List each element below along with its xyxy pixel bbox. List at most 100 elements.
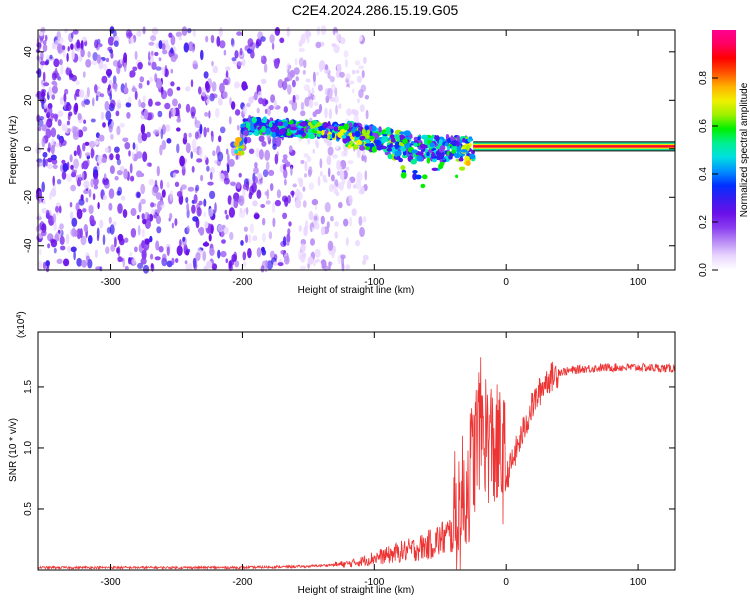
noise-speckle — [242, 105, 247, 115]
signal-blob — [465, 160, 471, 167]
noise-speckle — [123, 61, 127, 72]
noise-speckle — [97, 154, 104, 165]
noise-speckle — [113, 40, 119, 47]
noise-speckle — [225, 214, 229, 220]
noise-speckle — [293, 67, 300, 75]
noise-speckle — [320, 259, 327, 269]
noise-speckle — [334, 231, 338, 239]
noise-speckle — [338, 201, 343, 209]
noise-speckle — [55, 206, 59, 213]
noise-speckle — [37, 212, 41, 219]
noise-speckle — [117, 245, 121, 257]
noise-speckle — [157, 110, 163, 118]
noise-speckle — [124, 142, 131, 150]
noise-speckle — [331, 43, 337, 48]
noise-speckle — [84, 99, 91, 105]
noise-speckle — [362, 259, 367, 265]
noise-speckle — [70, 43, 74, 50]
noise-speckle — [60, 245, 66, 251]
noise-speckle — [254, 162, 258, 168]
noise-speckle — [364, 95, 370, 100]
noise-speckle — [137, 132, 143, 144]
noise-speckle — [48, 86, 52, 97]
noise-speckle — [242, 183, 249, 190]
colorbar-tick-label: 0.4 — [698, 167, 709, 181]
noise-speckle — [63, 258, 70, 267]
noise-speckle — [196, 158, 203, 163]
noise-speckle — [343, 50, 349, 58]
noise-speckle — [170, 68, 174, 74]
noise-speckle — [260, 78, 267, 84]
noise-speckle — [69, 154, 73, 163]
noise-speckle — [92, 97, 95, 107]
noise-speckle — [162, 253, 167, 262]
signal-blob — [431, 167, 439, 171]
noise-speckle — [320, 215, 325, 225]
noise-speckle — [69, 201, 73, 208]
snr-panel: -300 -200 -100 0 100 0.5 1.0 1.5 (x104) Height … — [8, 311, 676, 596]
noise-speckle — [284, 255, 290, 265]
signal-blob — [359, 145, 366, 151]
noise-speckle — [93, 172, 98, 180]
signal-blob — [299, 122, 306, 127]
noise-speckle — [228, 158, 235, 167]
noise-speckle — [225, 258, 229, 264]
signal-blob — [451, 145, 458, 151]
noise-speckle — [351, 88, 355, 94]
noise-speckle — [170, 81, 175, 87]
noise-speckle — [286, 62, 291, 74]
signal-blob — [400, 148, 406, 152]
noise-speckle — [240, 240, 244, 246]
noise-speckle — [333, 95, 339, 104]
noise-speckle — [142, 151, 148, 162]
noise-speckle — [68, 111, 73, 117]
noise-speckle — [93, 185, 99, 190]
noise-speckle — [39, 248, 42, 256]
signal-blob — [234, 149, 238, 154]
noise-speckle — [148, 51, 151, 62]
noise-speckle — [355, 69, 360, 74]
noise-speckle — [234, 260, 240, 268]
noise-speckle — [241, 81, 248, 91]
noise-speckle — [329, 76, 335, 83]
signal-blob — [353, 122, 358, 128]
noise-speckle — [326, 155, 332, 166]
noise-speckle — [257, 91, 262, 99]
noise-speckle — [156, 226, 162, 234]
noise-speckle — [138, 202, 142, 213]
noise-speckle — [287, 84, 292, 95]
y-tick-label: 0 — [23, 146, 34, 152]
signal-blob — [439, 147, 444, 153]
signal-blob — [459, 166, 466, 171]
noise-speckle — [236, 124, 240, 131]
noise-speckle — [320, 226, 326, 236]
signal-blob — [454, 153, 461, 159]
noise-speckle — [308, 98, 314, 109]
noise-speckle — [358, 216, 363, 226]
noise-speckle — [60, 139, 67, 146]
noise-speckle — [324, 107, 328, 119]
noise-speckle — [234, 109, 241, 116]
noise-speckle — [136, 30, 142, 37]
noise-speckle — [104, 100, 110, 111]
noise-speckle — [310, 238, 315, 246]
noise-speckle — [124, 237, 129, 243]
noise-speckle — [169, 190, 173, 202]
noise-speckle — [233, 198, 239, 209]
noise-speckle — [238, 172, 242, 178]
noise-speckle — [177, 103, 182, 110]
noise-speckle — [216, 36, 221, 47]
noise-speckle — [81, 36, 87, 43]
noise-speckle — [239, 210, 246, 219]
noise-speckle — [230, 198, 234, 209]
noise-speckle — [196, 207, 202, 217]
noise-speckle — [162, 49, 168, 55]
snr-line-series — [37, 357, 676, 571]
y-tick-label: -40 — [23, 238, 34, 253]
signal-blob — [460, 149, 468, 153]
noise-speckle — [104, 180, 110, 189]
signal-blob — [426, 151, 430, 157]
noise-speckle — [82, 142, 86, 152]
noise-speckle — [195, 184, 200, 192]
noise-speckle — [42, 40, 47, 45]
